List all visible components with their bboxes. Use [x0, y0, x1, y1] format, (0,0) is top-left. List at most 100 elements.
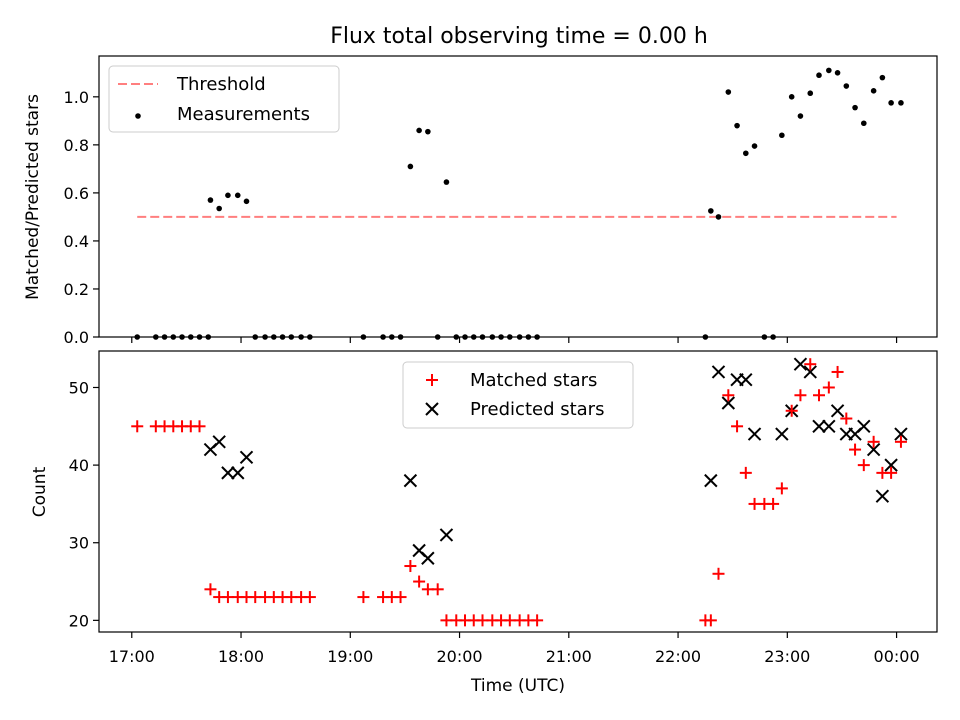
x-tick-label: 19:00: [327, 647, 373, 666]
measurement-point: [860, 120, 867, 127]
matched-star-point: [739, 466, 752, 479]
measurement-point: [743, 150, 749, 157]
matched-star-point: [894, 435, 907, 448]
top-x-ticks: [131, 337, 898, 343]
predicted-star-point: [721, 396, 736, 410]
measurement-point: [843, 83, 850, 89]
measurement-point: [715, 214, 722, 220]
measurement-point: [816, 72, 822, 79]
measurement-point: [797, 113, 804, 119]
measurement-point: [770, 334, 776, 340]
matched-star-point: [857, 459, 870, 472]
matched-star-point: [704, 614, 717, 627]
measurement-point: [271, 334, 277, 340]
matched-star-point: [357, 591, 370, 604]
x-tick-label: 21:00: [546, 647, 592, 666]
predicted-star-point: [775, 427, 789, 441]
measurement-point: [498, 334, 504, 340]
matched-star-point: [431, 583, 444, 596]
measurement-point: [779, 132, 785, 139]
predicted-star-point: [403, 473, 418, 488]
legend-predicted-swatch: [425, 402, 439, 416]
predicted-star-point: [866, 442, 881, 457]
matched-star-point: [767, 497, 780, 510]
x-tick-label: 20:00: [436, 647, 482, 666]
top-legend: Threshold Measurements: [108, 65, 340, 133]
measurement-point: [407, 163, 414, 170]
measurement-point: [153, 334, 159, 340]
measurement-point: [187, 334, 194, 340]
top-legend-box: [108, 65, 340, 133]
matched-star-point: [131, 420, 144, 433]
measurement-point: [225, 192, 231, 199]
measurement-point: [252, 334, 259, 340]
bottom-x-ticks: 17:00 18:00 19:00 20:00 21:00 22:00 23:00 00:00: [109, 632, 920, 666]
measurement-point: [453, 334, 460, 340]
predicted-star-point: [822, 419, 836, 434]
measurements-series: [134, 67, 904, 340]
measurement-point: [179, 334, 185, 340]
measurement-point: [205, 334, 212, 340]
y-tick-label: 30: [69, 534, 89, 553]
y-tick-label: 20: [69, 611, 89, 630]
matched-star-point: [303, 591, 316, 604]
y-tick-label: 0.6: [64, 184, 89, 203]
x-tick-label: 18:00: [218, 647, 264, 666]
measurement-point: [898, 100, 904, 106]
measurement-point: [888, 100, 894, 106]
measurement-point: [288, 334, 295, 340]
y-tick-label: 0.8: [64, 136, 89, 155]
measurement-point: [751, 143, 758, 149]
measurement-point: [761, 334, 768, 340]
bottom-panel: Count 20 30 40 50 17:00 18:00 19:00 20:00 21:00…: [30, 350, 938, 666]
y-tick-label: 0.0: [64, 328, 89, 347]
matched-star-point: [204, 583, 217, 596]
legend-measurements-label: Measurements: [177, 104, 310, 125]
matched-star-point: [849, 443, 862, 456]
y-tick-label: 40: [69, 456, 89, 475]
bottom-legend: Matched stars Predicted stars: [402, 361, 634, 429]
predicted-star-point: [439, 528, 454, 542]
measurement-point: [534, 334, 540, 340]
legend-matched-swatch: [426, 374, 438, 386]
matched-star-point: [885, 466, 898, 479]
matched-star-point: [712, 567, 725, 580]
predicted-star-point: [793, 357, 808, 371]
measurement-point: [834, 70, 841, 76]
matched-star-point: [867, 435, 880, 448]
chart-title: Flux total observing time = 0.00 h: [330, 24, 708, 49]
measurement-point: [380, 334, 386, 340]
y-tick-label: 50: [69, 378, 89, 397]
matched-star-point: [775, 482, 788, 495]
measurement-point: [170, 334, 177, 340]
predicted-star-point: [421, 551, 435, 565]
measurement-point: [879, 74, 886, 81]
y-tick-label: 1.0: [64, 88, 89, 107]
measurement-point: [725, 89, 732, 95]
measurement-point: [397, 334, 404, 340]
predicted-star-point: [221, 466, 235, 480]
measurement-point: [134, 334, 141, 340]
x-axis-label: Time (UTC): [470, 676, 565, 696]
legend-matched-label: Matched stars: [470, 370, 597, 391]
predicted-star-point: [239, 450, 254, 465]
measurement-point: [434, 334, 441, 340]
measurement-point: [307, 334, 313, 340]
measurement-point: [298, 334, 304, 340]
y-tick-label: 0.4: [64, 232, 89, 251]
y-tick-label: 0.2: [64, 280, 89, 299]
measurement-point: [262, 334, 268, 340]
measurement-point: [826, 67, 832, 74]
predicted-star-point: [739, 373, 753, 387]
legend-predicted-label: Predicted stars: [470, 399, 604, 420]
x-tick-label: 22:00: [655, 647, 701, 666]
predicted-star-point: [894, 427, 908, 441]
measurement-point: [279, 334, 286, 340]
bottom-legend-box: [402, 361, 634, 429]
matched-star-point: [413, 575, 426, 588]
matched-star-point: [722, 389, 735, 402]
x-tick-label: 00:00: [874, 647, 920, 666]
measurement-point: [243, 198, 250, 205]
matched-star-point: [193, 420, 206, 433]
